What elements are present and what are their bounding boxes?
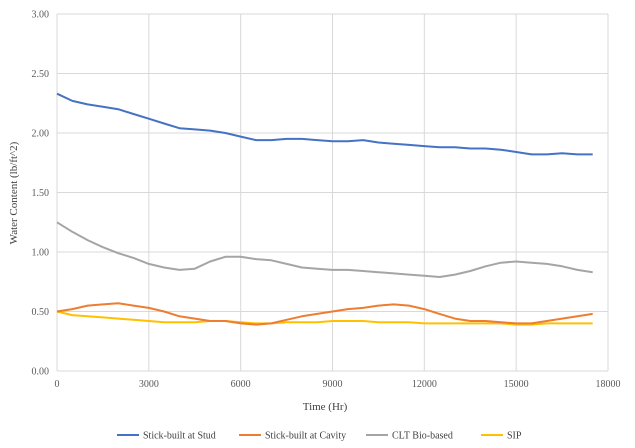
x-tick-label: 18000 [596,379,621,390]
x-tick-label: 3000 [139,379,159,390]
x-tick-label: 15000 [504,379,529,390]
series-line-stick-built-at-cavity [56,302,593,326]
legend-label: Stick-built at Stud [143,431,216,442]
series-lines [56,92,593,326]
x-tick-label: 6000 [231,379,251,390]
y-tick-label: 1.00 [32,248,50,259]
y-axis-title: Water Content (lb/ft^2) [8,141,20,244]
gridlines [56,13,609,372]
x-tick-label: 12000 [412,379,437,390]
y-tick-label: 2.50 [32,69,50,80]
legend-label: Stick-built at Cavity [265,431,346,442]
series-line-sip [56,310,593,326]
y-tick-label: 0.50 [32,307,50,318]
legend-label: SIP [507,431,522,442]
y-tick-label: 1.50 [32,188,50,199]
y-tick-label: 3.00 [32,10,50,21]
x-tick-label: 9000 [323,379,343,390]
x-axis-title: Time (Hr) [303,401,348,413]
series-line-clt-bio-based [56,221,593,278]
y-tick-label: 2.00 [32,129,50,140]
legend-label: CLT Bio-based [392,431,453,442]
legend: Stick-built at Stud Stick-built at Cavity… [117,431,522,442]
series-line-stick-built-at-stud [56,92,593,156]
y-tick-label: 0.00 [32,367,50,378]
x-tick-label: 0 [55,379,60,390]
axis-ticks: 0 3000 6000 9000 12000 15000 18000 0.00 0.50 1.00… [32,10,621,391]
